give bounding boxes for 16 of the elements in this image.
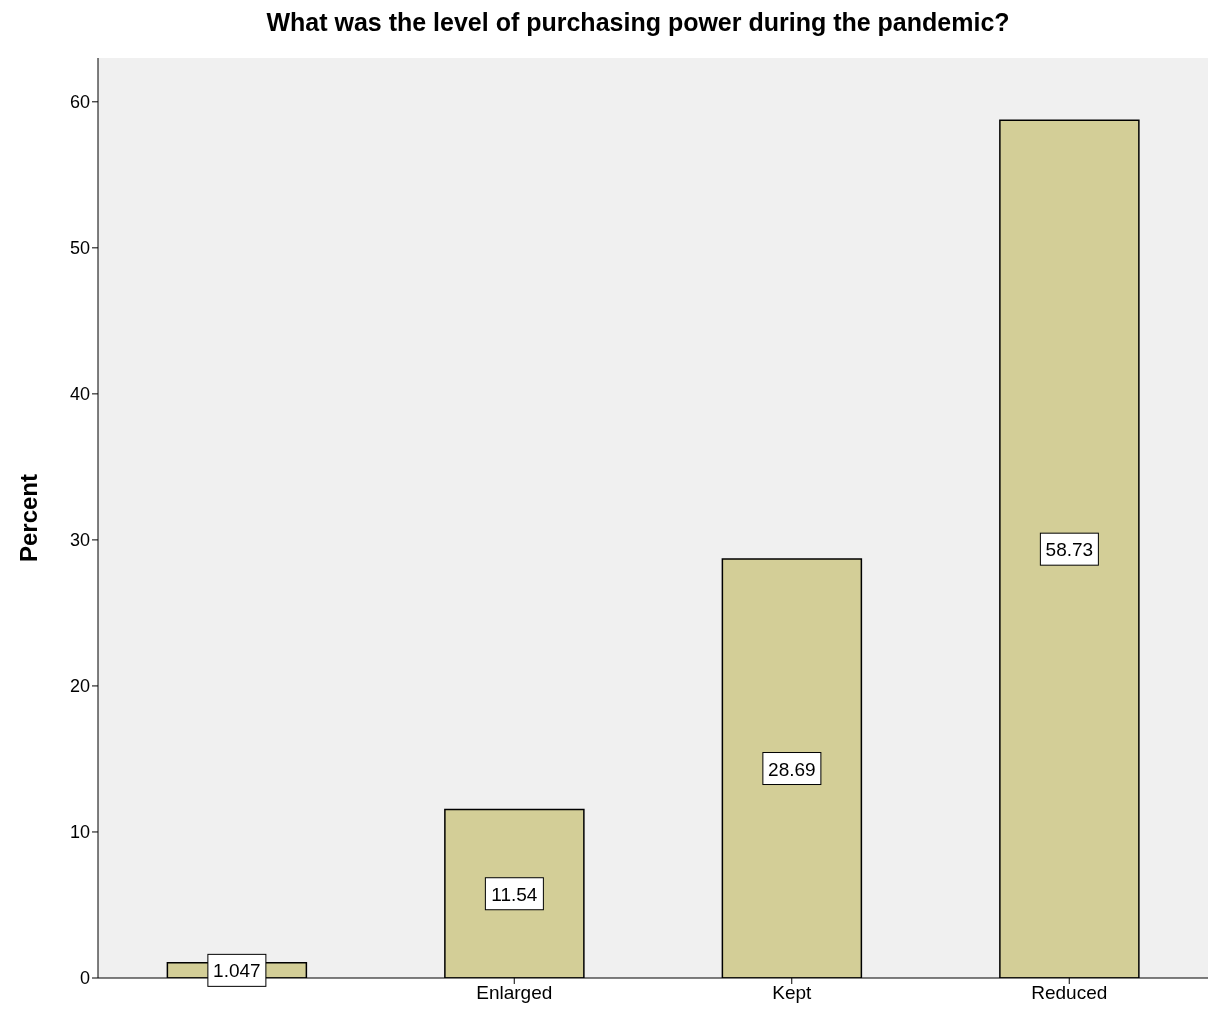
y-tick-label: 0 — [79, 968, 90, 989]
data-label: 58.73 — [1045, 539, 1094, 561]
x-tick-label: Enlarged — [476, 982, 553, 1004]
x-tick-label: Reduced — [1031, 982, 1108, 1004]
y-axis-title: Percent — [14, 473, 42, 563]
y-tick-label: 10 — [69, 822, 90, 843]
y-tick-label: 50 — [69, 238, 90, 259]
x-tick-label: Kept — [772, 982, 813, 1004]
data-label: 11.54 — [491, 883, 538, 905]
y-tick-label: 40 — [69, 384, 90, 405]
data-label: 1.047 — [213, 960, 261, 982]
y-tick-label: 60 — [69, 92, 90, 113]
data-label: 28.69 — [768, 758, 816, 780]
y-tick-label: 30 — [69, 530, 90, 551]
chart-title: What was the level of purchasing power during the pandemic? — [265, 8, 1011, 38]
y-tick-label: 20 — [69, 676, 90, 697]
